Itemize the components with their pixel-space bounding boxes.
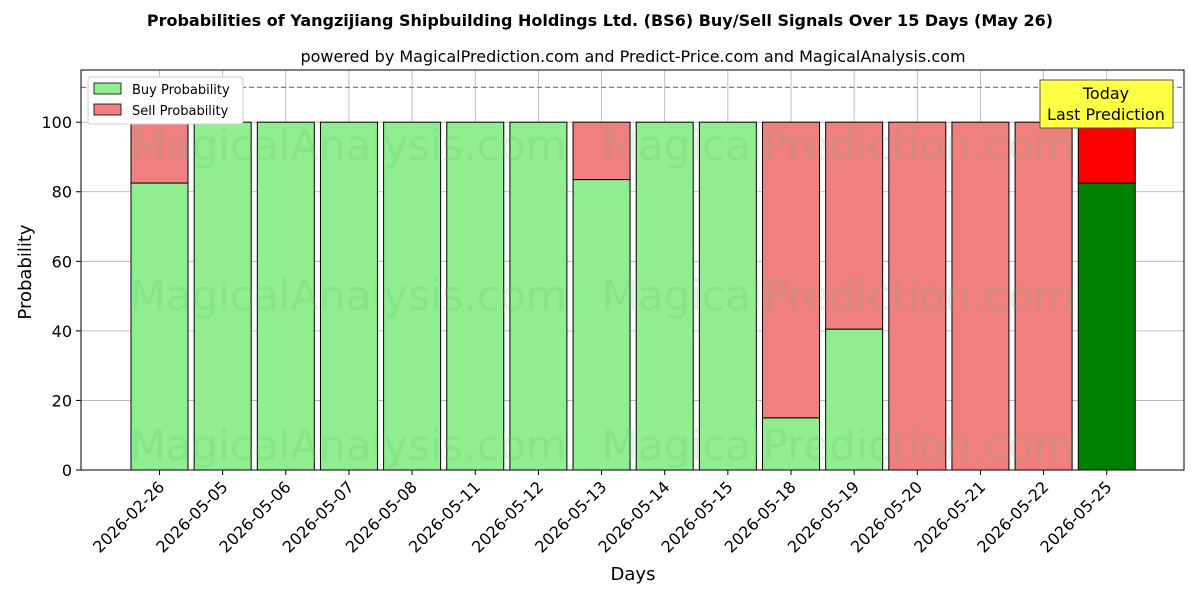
chart-title: Probabilities of Yangzijiang Shipbuildin… bbox=[147, 11, 1053, 30]
bar-buy bbox=[572, 179, 631, 471]
bar-sell bbox=[888, 121, 947, 471]
y-tick-label: 40 bbox=[52, 322, 72, 341]
legend-label-buy: Buy Probability bbox=[132, 83, 230, 98]
bar-buy bbox=[256, 121, 315, 471]
watermark-text: MagicalAnalysis.com bbox=[130, 421, 567, 470]
x-axis-ticks: 2026-02-262026-05-052026-05-062026-05-07… bbox=[89, 470, 1116, 557]
watermark-text: MagicalAnalysis.com bbox=[130, 121, 567, 170]
plot-frame bbox=[80, 69, 1185, 471]
y-axis-ticks: 0 20 40 60 80 100 bbox=[41, 113, 81, 480]
bar-buy bbox=[1077, 182, 1136, 471]
y-tick-label: 80 bbox=[52, 183, 72, 202]
bar-sell bbox=[1014, 121, 1073, 471]
bar-buy bbox=[698, 121, 757, 471]
today-annotation-line1: Today bbox=[1082, 84, 1129, 103]
legend-swatch-sell bbox=[93, 103, 122, 116]
watermark-text: MagicalPrediction.com bbox=[602, 421, 1075, 470]
bar-buy bbox=[635, 121, 694, 471]
today-annotation-box bbox=[1039, 79, 1174, 129]
x-axis-label: Days bbox=[611, 564, 656, 585]
y-tick-label: 20 bbox=[52, 391, 72, 410]
today-annotation-line2: Last Prediction bbox=[1047, 105, 1165, 124]
legend: Buy Probability Sell Probability bbox=[87, 76, 244, 125]
y-axis-label: Probability bbox=[15, 224, 36, 319]
bar-sell bbox=[572, 121, 631, 181]
bar-buy bbox=[509, 121, 568, 471]
bar-sell bbox=[1077, 121, 1136, 184]
bar-buy bbox=[383, 121, 442, 471]
y-tick-label: 100 bbox=[41, 113, 72, 132]
watermarks: MagicalAnalysis.com MagicalPrediction.com… bbox=[130, 121, 1075, 470]
chart-subtitle: powered by MagicalPrediction.com and Pre… bbox=[300, 47, 965, 66]
bar-buy bbox=[825, 328, 884, 471]
y-tick-label: 60 bbox=[52, 252, 72, 271]
legend-swatch-buy bbox=[93, 82, 122, 95]
bars bbox=[130, 121, 1136, 471]
bar-buy bbox=[319, 121, 378, 471]
legend-box bbox=[87, 76, 244, 125]
watermark-text: MagicalAnalysis.com bbox=[130, 271, 567, 320]
legend-label-sell: Sell Probability bbox=[132, 104, 229, 119]
bar-buy bbox=[193, 121, 252, 471]
bar-sell bbox=[130, 121, 189, 184]
bar-buy bbox=[762, 417, 820, 471]
bar-buy bbox=[446, 121, 505, 471]
today-annotation: Today Last Prediction bbox=[1039, 79, 1174, 129]
bar-sell bbox=[762, 121, 820, 419]
y-tick-label: 0 bbox=[62, 461, 72, 480]
bar-sell bbox=[951, 121, 1010, 471]
bar-sell bbox=[825, 121, 884, 330]
watermark-text: MagicalPrediction.com bbox=[602, 121, 1075, 170]
watermark-text: MagicalPrediction.com bbox=[602, 271, 1075, 320]
